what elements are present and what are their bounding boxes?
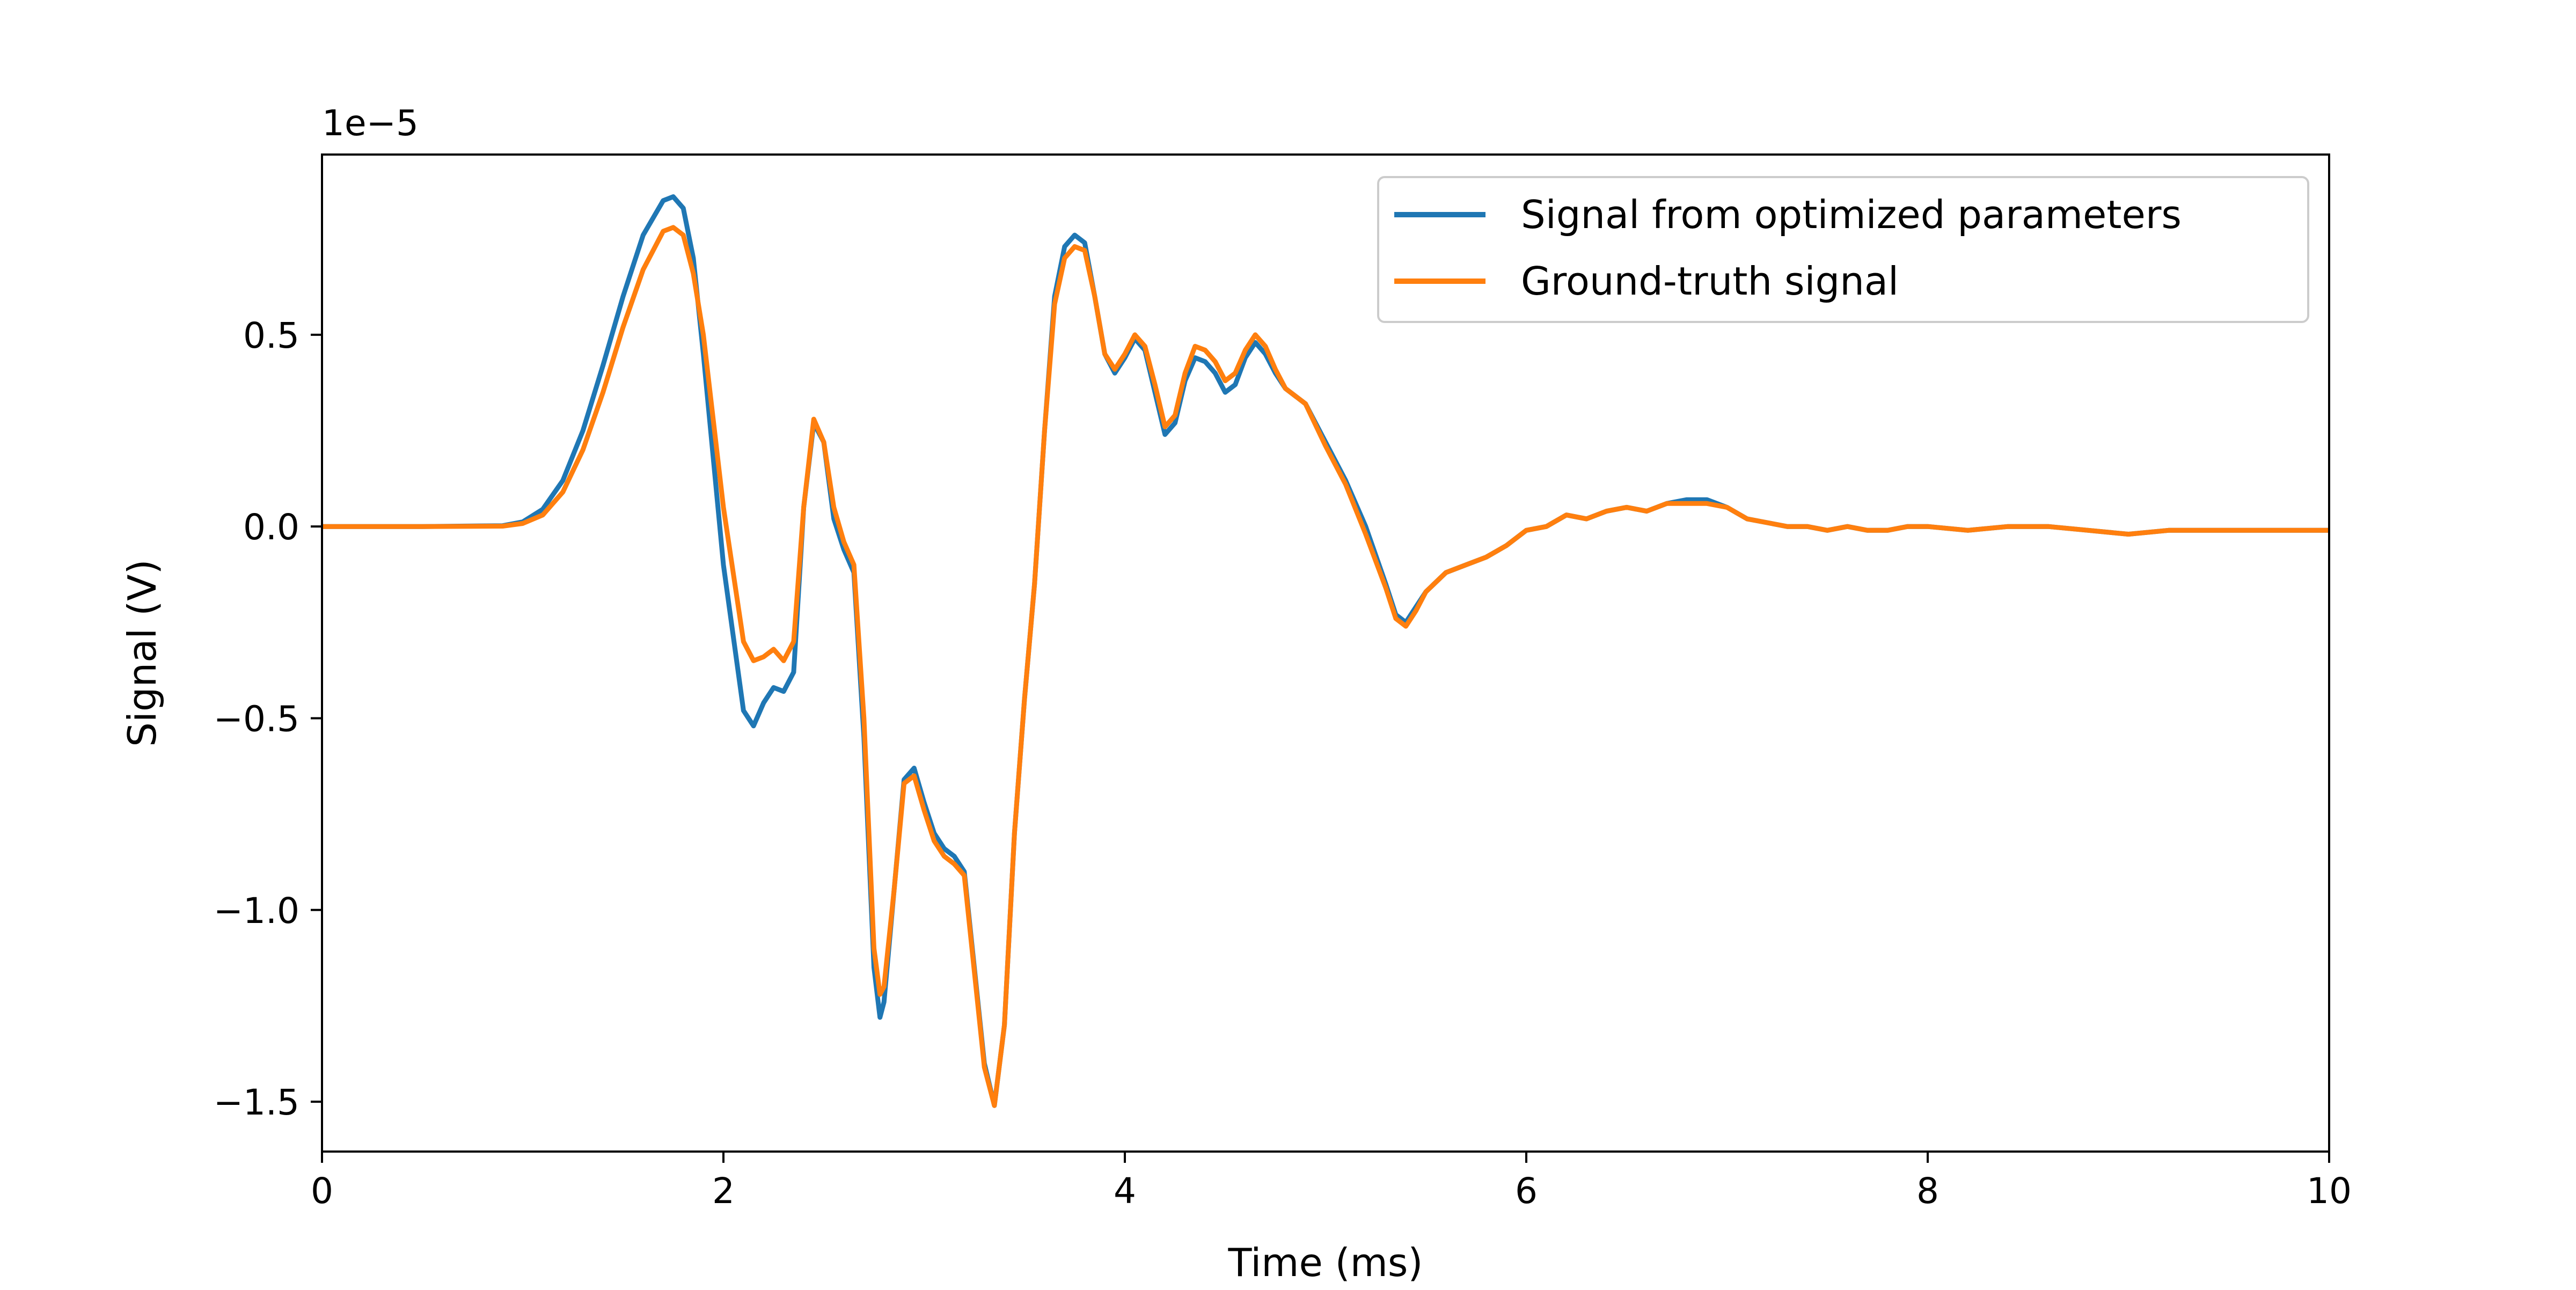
x-tick-label: 2 — [712, 1170, 735, 1212]
x-axis: 0 2 4 6 8 10 — [311, 1152, 2352, 1212]
legend-frame — [1377, 176, 2309, 323]
x-tick-label: 4 — [1114, 1170, 1136, 1212]
plot-area-frame — [321, 153, 2330, 1153]
y-tick-label: 0.5 — [243, 315, 299, 356]
series-layer — [322, 194, 2329, 1108]
y-axis: −1.5 −1.0 −0.5 0.0 0.5 — [214, 315, 322, 1123]
y-tick-label: −1.0 — [214, 890, 299, 932]
legend: Signal from optimized parameters Ground-… — [1377, 176, 2309, 323]
x-axis-label: Time (ms) — [1228, 1240, 1423, 1285]
y-tick-label: 0.0 — [243, 507, 299, 548]
series-line-ground-truth — [322, 225, 2329, 1108]
x-tick-label: 10 — [2307, 1170, 2352, 1212]
legend-label-ground-truth: Ground-truth signal — [1521, 259, 1899, 304]
x-tick-label: 8 — [1916, 1170, 1939, 1212]
y-axis-label: Signal (V) — [120, 559, 165, 747]
x-tick-label: 0 — [311, 1170, 333, 1212]
y-tick-label: −0.5 — [214, 698, 299, 739]
legend-label-optimized: Signal from optimized parameters — [1521, 192, 2182, 237]
y-tick-label: −1.5 — [214, 1082, 299, 1123]
y-axis-scale-label: 1e−5 — [322, 102, 419, 144]
x-tick-label: 6 — [1515, 1170, 1538, 1212]
